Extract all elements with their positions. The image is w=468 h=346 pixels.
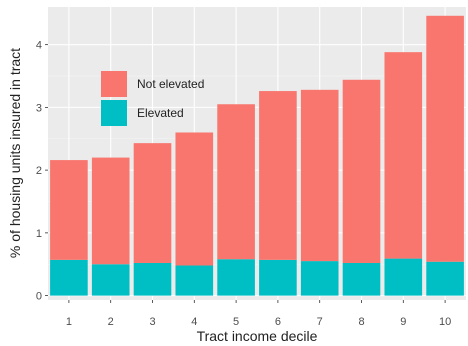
- bar-segment-not-elevated: [133, 143, 172, 263]
- legend: Not elevated Elevated: [101, 71, 204, 126]
- x-tick-label: 1: [66, 316, 72, 328]
- bar-segment-not-elevated: [384, 52, 423, 259]
- y-tick-label: 4: [36, 40, 42, 52]
- bar-segment-not-elevated: [300, 89, 339, 262]
- y-axis-title: % of housing units insured in tract: [7, 48, 23, 258]
- bar-segment-not-elevated: [91, 157, 130, 265]
- bar-segment-not-elevated: [50, 160, 88, 260]
- x-tick-label: 7: [317, 316, 323, 328]
- x-tick-label: 10: [439, 316, 451, 328]
- bars: [50, 15, 464, 296]
- y-tick-label: 2: [36, 165, 42, 177]
- bar-segment-elevated: [175, 265, 214, 296]
- legend-key-not-elevated: [101, 71, 127, 97]
- x-tick-label: 6: [275, 316, 281, 328]
- x-tick-label: 9: [400, 316, 406, 328]
- bar-segment-elevated: [342, 262, 381, 296]
- bar-segment-elevated: [384, 258, 423, 296]
- x-tick-label: 4: [191, 316, 197, 328]
- bar-segment-elevated: [426, 261, 464, 296]
- bar-segment-elevated: [133, 262, 172, 296]
- bar-segment-elevated: [217, 259, 255, 296]
- x-axis-title: Tract income decile: [197, 328, 318, 344]
- x-axis: 1 2 3 4 5 6 7 8 9 10: [66, 300, 451, 328]
- bar-segment-not-elevated: [342, 79, 381, 263]
- x-tick-label: 2: [108, 316, 114, 328]
- bar-segment-not-elevated: [259, 91, 297, 260]
- y-tick-label: 3: [36, 102, 42, 114]
- legend-label-not-elevated: Not elevated: [137, 77, 204, 91]
- legend-key-elevated: [101, 100, 127, 126]
- bar-segment-elevated: [259, 259, 297, 296]
- legend-label-elevated: Elevated: [137, 106, 184, 120]
- y-tick-label: 0: [36, 291, 42, 303]
- bar-segment-elevated: [91, 264, 130, 296]
- bar-segment-elevated: [50, 259, 88, 296]
- y-axis: 0 1 2 3 4: [36, 40, 48, 303]
- x-tick-label: 8: [358, 316, 364, 328]
- bar-segment-elevated: [300, 261, 339, 296]
- x-tick-label: 3: [149, 316, 155, 328]
- bar-segment-not-elevated: [426, 15, 464, 262]
- y-tick-label: 1: [36, 228, 42, 240]
- x-tick-label: 5: [233, 316, 239, 328]
- bar-segment-not-elevated: [217, 104, 255, 260]
- bar-segment-not-elevated: [175, 132, 214, 266]
